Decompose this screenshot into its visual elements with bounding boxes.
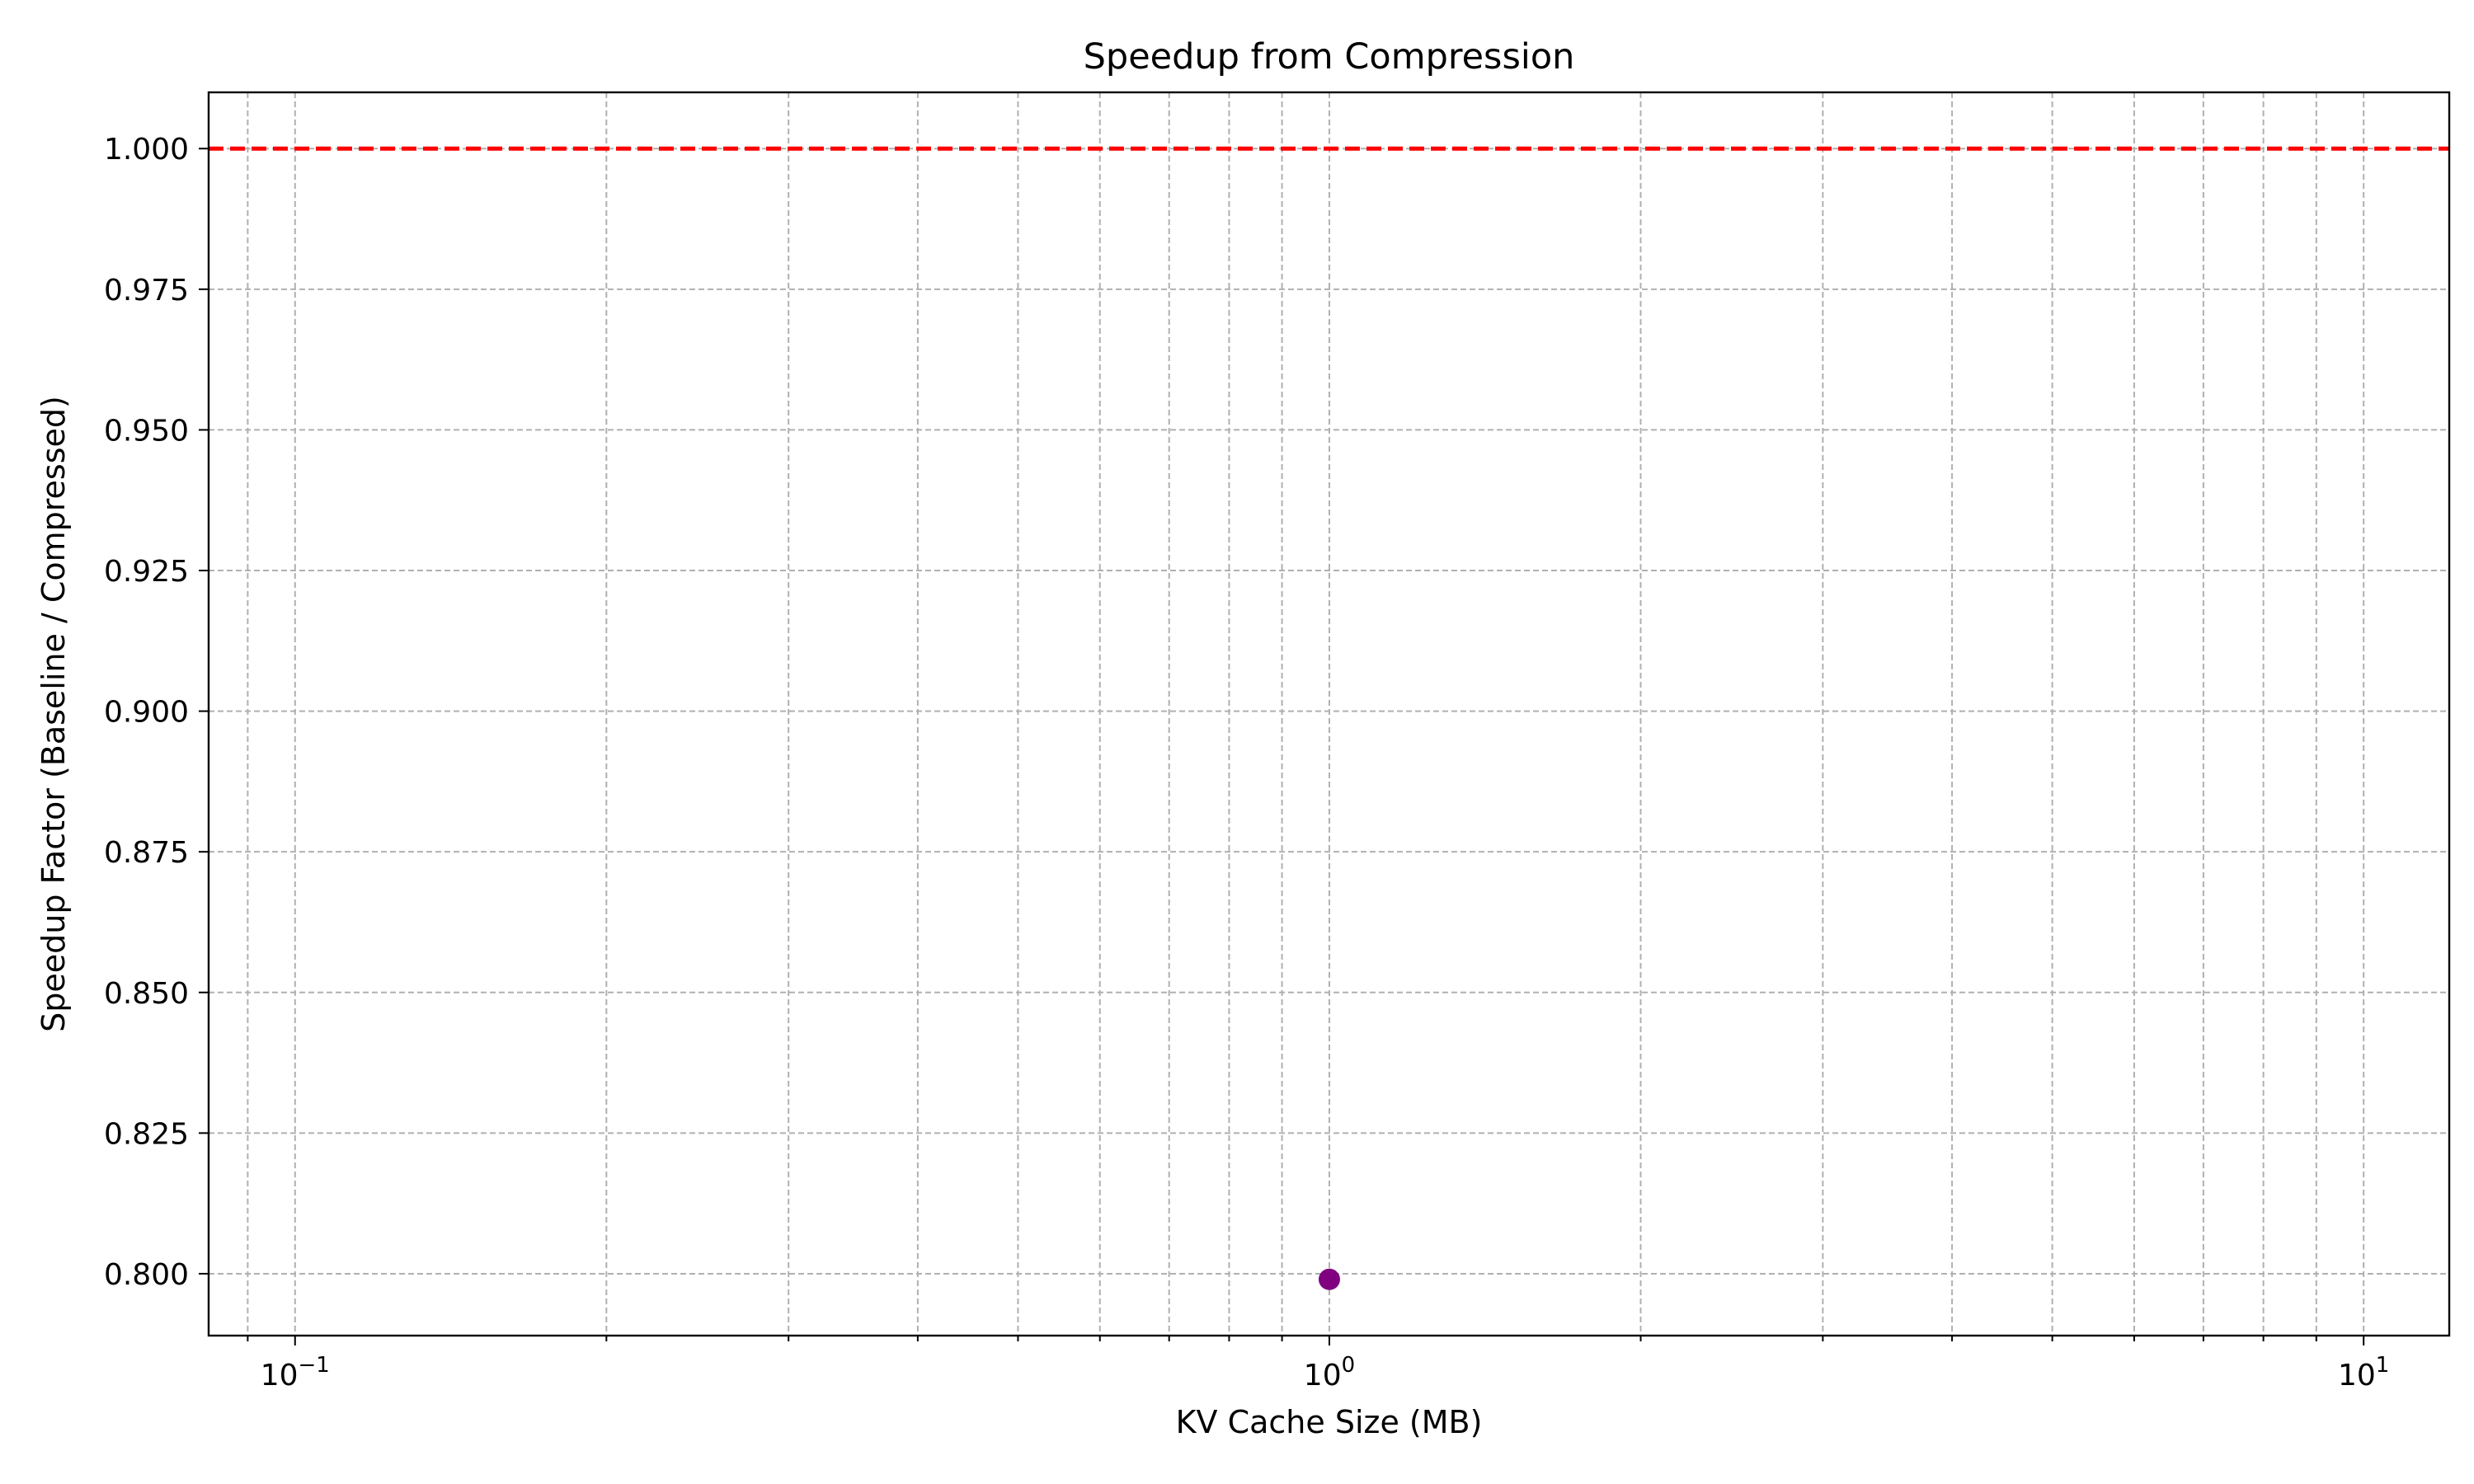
y-tick-label: 1.000 <box>104 133 189 167</box>
y-axis-label: Speedup Factor (Baseline / Compressed) <box>35 396 72 1032</box>
y-tick-label: 0.975 <box>104 274 189 308</box>
data-points <box>1318 1268 1340 1290</box>
ticks: 0.800 0.825 0.850 0.875 0.900 0.925 0.950 0.975… <box>104 133 2389 1392</box>
data-point <box>1318 1268 1340 1290</box>
x-tick-label: 101 <box>2338 1353 2389 1392</box>
x-tick-label: 10−1 <box>261 1353 330 1392</box>
y-tick-label: 0.925 <box>104 555 189 589</box>
y-tick-label: 0.825 <box>104 1117 189 1151</box>
y-tick-label: 0.900 <box>104 696 189 730</box>
x-axis-label: KV Cache Size (MB) <box>1176 1404 1483 1440</box>
y-tick-label: 0.800 <box>104 1258 189 1292</box>
y-tick-label: 0.950 <box>104 414 189 448</box>
y-tick-label: 0.850 <box>104 977 189 1011</box>
chart-title: Speedup from Compression <box>1084 36 1575 77</box>
y-tick-label: 0.875 <box>104 836 189 870</box>
x-tick-label: 100 <box>1304 1353 1355 1392</box>
